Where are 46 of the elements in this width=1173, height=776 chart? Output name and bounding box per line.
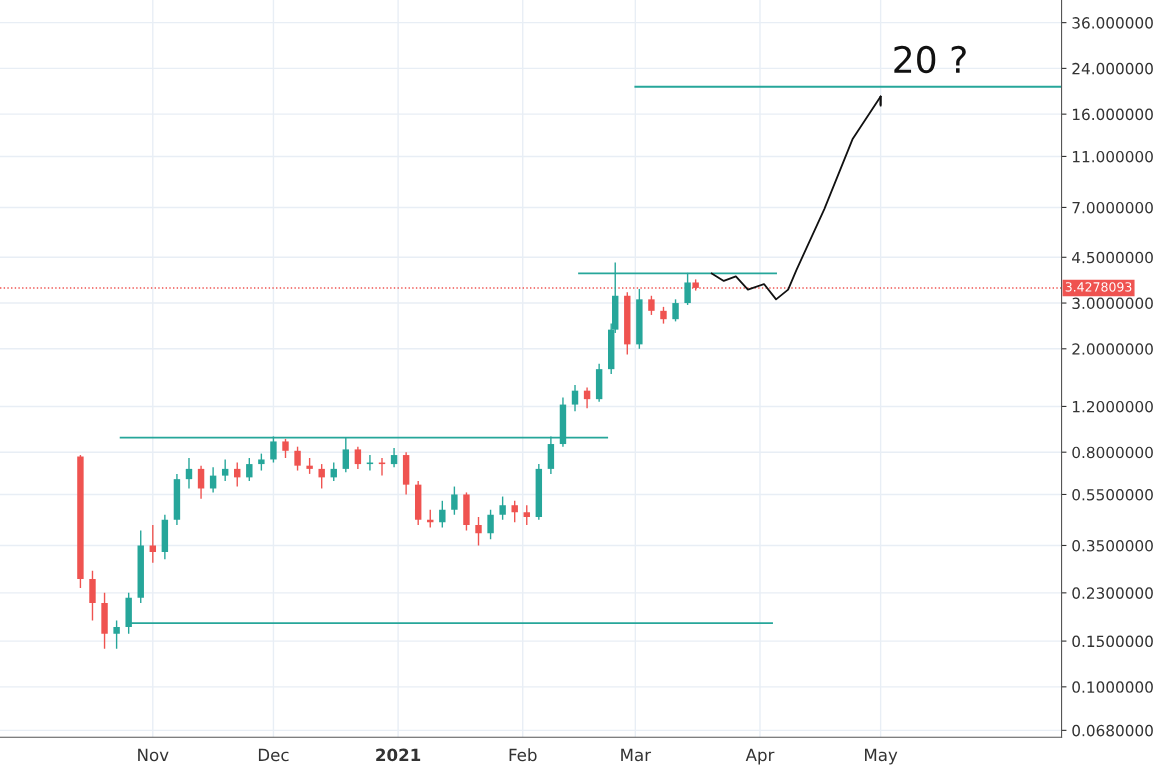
y-tick-label: 0.8000000 <box>1072 446 1153 459</box>
candlestick <box>282 438 289 459</box>
y-tick-label: 0.2300000 <box>1072 587 1153 599</box>
x-tick-label: Apr <box>745 748 775 765</box>
candlestick <box>511 500 518 523</box>
candlestick <box>487 509 494 540</box>
candlestick <box>451 485 458 516</box>
candlestick <box>318 463 325 490</box>
y-tick-label: 24.000000 <box>1072 62 1153 75</box>
candlestick <box>439 500 446 529</box>
y-tick-label: 11.000000 <box>1072 150 1153 163</box>
candlestick <box>197 464 205 500</box>
y-tick-label: 0.1500000 <box>1072 635 1153 648</box>
candlestick <box>185 457 193 490</box>
candlestick <box>475 516 482 547</box>
y-tick-label: 2.0000000 <box>1072 343 1153 355</box>
x-tick-label: May <box>865 748 898 765</box>
candlestick <box>354 445 362 470</box>
candlestick <box>672 298 679 323</box>
candlestick <box>390 447 398 468</box>
candlestick <box>648 295 655 316</box>
y-tick-label: 0.3500000 <box>1072 539 1153 552</box>
y-tick-label: 36.000000 <box>1072 17 1153 29</box>
y-tick-label: 16.000000 <box>1072 108 1153 121</box>
candlestick <box>246 457 253 482</box>
candlestick <box>523 504 530 526</box>
x-tick-label: 2021 <box>376 748 421 762</box>
y-tick-label: 0.5500000 <box>1072 488 1153 501</box>
candlestick <box>113 619 120 650</box>
x-tick-label: Dec <box>258 748 289 762</box>
ref-line-label: 3.4278093 <box>1065 282 1132 292</box>
y-tick-label: 4.5000000 <box>1072 251 1153 264</box>
x-tick-label: Mar <box>621 748 652 762</box>
y-tick-label: 3.0000000 <box>1072 297 1153 310</box>
y-tick-label: 1.2000000 <box>1072 400 1153 413</box>
candlestick <box>294 445 301 472</box>
y-tick-label: 0.0680000 <box>1072 724 1153 737</box>
candlestick <box>221 458 229 482</box>
y-tick-label: 7.0000000 <box>1072 201 1153 214</box>
annotation: 20 ? <box>894 45 966 74</box>
x-tick-label: Nov <box>138 748 169 762</box>
y-tick-label: 0.1000000 <box>1072 681 1153 693</box>
candlestick <box>571 384 579 412</box>
x-tick-label: Feb <box>509 748 537 762</box>
candlestick <box>149 524 157 564</box>
candlestick <box>499 495 506 521</box>
